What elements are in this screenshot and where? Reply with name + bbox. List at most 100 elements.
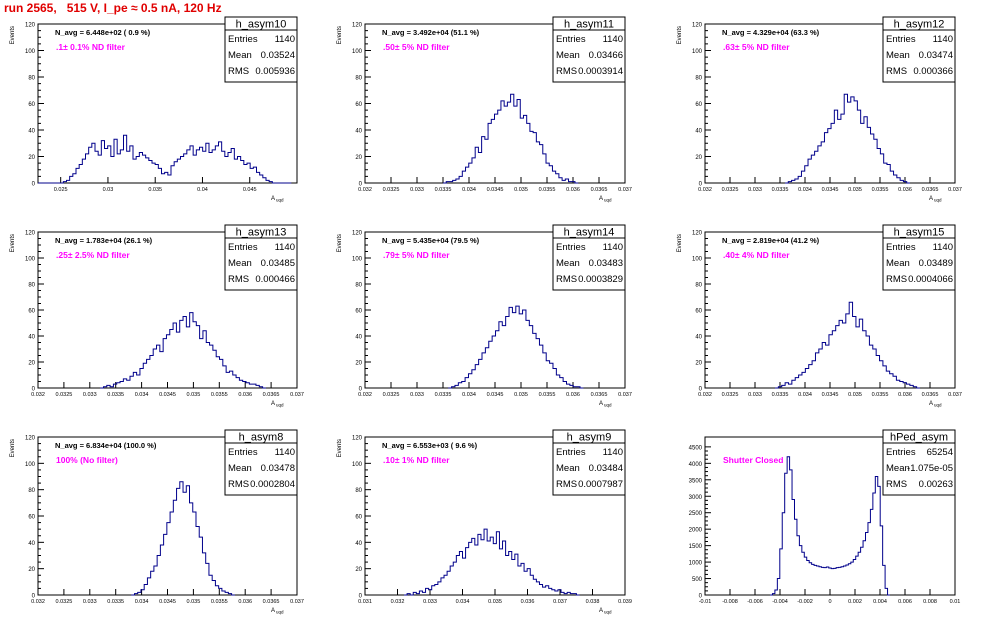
histogram-bin bbox=[877, 149, 880, 183]
stats-label: Mean bbox=[556, 258, 580, 269]
histogram-bin bbox=[519, 314, 522, 388]
histogram-line bbox=[404, 528, 580, 596]
histogram-bin bbox=[514, 106, 517, 183]
histogram-bin bbox=[482, 137, 485, 183]
histogram-bin bbox=[809, 563, 811, 595]
histogram-bin bbox=[826, 567, 828, 595]
histogram-bin bbox=[447, 571, 450, 595]
histogram-bin bbox=[174, 162, 177, 183]
histogram-bin bbox=[567, 384, 570, 388]
histogram-bin bbox=[539, 345, 542, 388]
histogram-bin bbox=[821, 567, 823, 595]
histogram-bin bbox=[896, 380, 899, 388]
panel-hPed_asym: 0 500 1000 1500 2000 2500 3000 3500 4000 4500 -0.0… bbox=[689, 429, 960, 605]
histogram-bin bbox=[475, 545, 478, 595]
y-tick-label: 0 bbox=[359, 182, 363, 188]
navg-label: N_avg = 1.783e+04 (26.1 %) bbox=[55, 236, 153, 245]
stats-value: 0.005936 bbox=[255, 66, 295, 77]
histogram-bin bbox=[856, 327, 859, 388]
x-tick-label: 0.0345 bbox=[822, 392, 839, 398]
histogram-bin bbox=[558, 590, 561, 595]
histogram-bin bbox=[489, 341, 492, 388]
x-tick-label: 0.035 bbox=[848, 187, 862, 193]
histogram-bin bbox=[432, 586, 435, 595]
x-tick-label: 0.0345 bbox=[487, 187, 504, 193]
histogram-bin bbox=[263, 178, 266, 183]
y-tick-label: 1000 bbox=[689, 561, 703, 567]
y-tick-label: 60 bbox=[695, 309, 702, 315]
stats-label: Entries bbox=[556, 447, 586, 458]
histogram-bin bbox=[543, 154, 546, 183]
histogram-bin bbox=[853, 559, 855, 595]
histogram-bin bbox=[893, 376, 896, 388]
histogram-bin bbox=[521, 563, 524, 595]
histogram-bin bbox=[216, 357, 219, 388]
histogram-bin bbox=[834, 110, 837, 183]
histogram-bin bbox=[880, 154, 883, 183]
histogram-bin bbox=[880, 361, 883, 388]
histogram-bin bbox=[76, 168, 79, 183]
histogram-bin bbox=[215, 586, 218, 595]
y-tick-label: 80 bbox=[28, 76, 35, 82]
histogram-bin bbox=[495, 114, 498, 183]
histogram-bin bbox=[831, 123, 834, 183]
x-tick-label: 0.035 bbox=[187, 599, 201, 605]
histogram-bin bbox=[89, 147, 92, 183]
stats-value: 0.03483 bbox=[589, 258, 623, 269]
histogram-bin bbox=[165, 172, 168, 183]
histogram-bin bbox=[180, 157, 183, 184]
histogram-bin bbox=[868, 523, 870, 595]
stats-box bbox=[552, 429, 626, 496]
histogram-bin bbox=[247, 163, 250, 183]
histogram-bin bbox=[141, 590, 144, 595]
histogram-bin bbox=[176, 332, 179, 388]
y-tick-label: 20 bbox=[695, 361, 702, 367]
histogram-bin bbox=[501, 101, 504, 183]
histogram-bin bbox=[805, 166, 808, 183]
y-tick-label: 60 bbox=[355, 309, 362, 315]
histogram-bin bbox=[520, 118, 523, 183]
histogram-bin bbox=[550, 363, 553, 388]
histogram-bin bbox=[509, 307, 512, 388]
histogram-bin bbox=[213, 350, 216, 388]
x-tick-label: -0.01 bbox=[699, 599, 712, 605]
histogram-bin bbox=[832, 331, 835, 388]
histogram-bin bbox=[243, 382, 246, 389]
histogram-bin bbox=[543, 587, 546, 595]
x-tick-label: 0.037 bbox=[948, 187, 962, 193]
histogram-bin bbox=[228, 153, 231, 183]
histogram-bin bbox=[890, 171, 893, 183]
stats-box bbox=[224, 429, 298, 496]
histogram-bin bbox=[85, 154, 88, 183]
histogram-bin bbox=[239, 380, 242, 388]
histogram-bin bbox=[562, 180, 565, 183]
y-axis-title: Events bbox=[677, 234, 683, 252]
histogram-bin bbox=[907, 384, 910, 388]
x-tick-label: 0.037 bbox=[618, 187, 632, 193]
histogram-bin bbox=[203, 331, 206, 388]
histogram-bin bbox=[815, 353, 818, 388]
histogram-bin bbox=[572, 182, 575, 183]
histogram-bin bbox=[463, 558, 466, 595]
histogram-bin bbox=[539, 584, 542, 595]
x-tick-label: 0.0365 bbox=[922, 392, 939, 398]
histogram-bin bbox=[861, 123, 864, 183]
stats-value: 0.03466 bbox=[589, 50, 623, 61]
histogram-bin bbox=[458, 383, 461, 388]
stats-value: 0.03485 bbox=[261, 258, 295, 269]
x-tick-label: 0.0365 bbox=[591, 392, 608, 398]
histogram-bin bbox=[556, 375, 559, 388]
histogram-bin bbox=[225, 592, 228, 595]
histogram-bin bbox=[853, 317, 856, 389]
x-tick-label: 0.032 bbox=[391, 599, 405, 605]
x-tick-label: 0.0365 bbox=[263, 392, 280, 398]
y-axis-title: Events bbox=[10, 439, 16, 457]
x-tick-label: 0.036 bbox=[566, 392, 580, 398]
histogram-bin bbox=[529, 326, 532, 388]
histogram-bin bbox=[518, 566, 521, 595]
histogram-bin bbox=[533, 133, 536, 183]
histogram-bin bbox=[73, 174, 76, 183]
histogram-bin bbox=[225, 157, 228, 184]
x-tick-label: 0.032 bbox=[698, 187, 712, 193]
histogram-bin bbox=[488, 123, 491, 183]
